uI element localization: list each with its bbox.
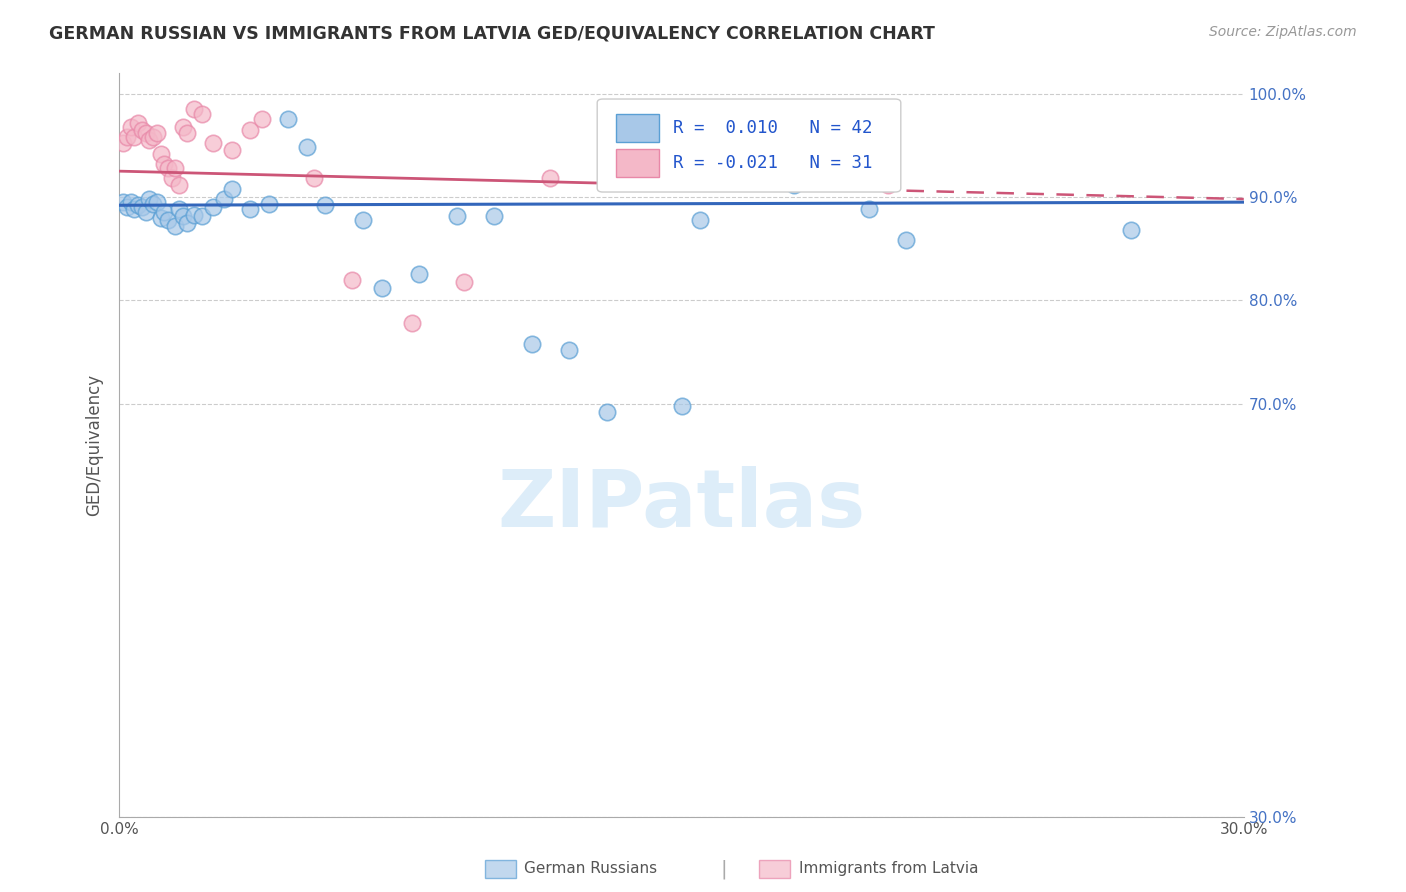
Point [221,182,243,196]
Point [896,233,918,247]
Point [167,178,190,192]
Point [201,136,224,151]
Point [401,316,423,330]
Point [167,202,190,217]
Point [138,192,160,206]
Point [352,212,374,227]
Point [127,115,149,129]
Point [149,211,172,225]
Point [138,133,160,147]
Point [876,178,898,192]
Point [145,195,167,210]
Point [190,107,212,121]
Point [165,161,187,175]
Point [453,275,475,289]
Point [212,192,235,206]
Bar [616,149,659,178]
Point [295,140,318,154]
Point [165,219,187,233]
Text: Source: ZipAtlas.com: Source: ZipAtlas.com [1209,25,1357,39]
Point [671,399,693,413]
Point [153,157,176,171]
Point [1121,223,1143,237]
Point [482,209,505,223]
Point [149,146,172,161]
Text: R =  0.010   N = 42: R = 0.010 N = 42 [672,119,872,137]
Point [858,202,880,217]
Point [183,102,205,116]
FancyBboxPatch shape [598,99,901,192]
Point [302,171,325,186]
Point [131,123,153,137]
Point [277,112,299,127]
Point [190,209,212,223]
Point [115,130,138,145]
Point [120,120,142,134]
Point [153,205,176,219]
Point [183,208,205,222]
Point [172,209,194,223]
Point [145,126,167,140]
Text: GERMAN RUSSIAN VS IMMIGRANTS FROM LATVIA GED/EQUIVALENCY CORRELATION CHART: GERMAN RUSSIAN VS IMMIGRANTS FROM LATVIA… [49,25,935,43]
Point [239,123,262,137]
Point [239,202,262,217]
Point [538,171,561,186]
Point [783,178,806,192]
Point [122,202,145,217]
Point [172,120,194,134]
Point [689,212,711,227]
Point [111,136,134,151]
Point [131,200,153,214]
Point [120,195,142,210]
Point [201,200,224,214]
Point [257,197,280,211]
Point [156,161,179,175]
Point [176,126,198,140]
Point [127,198,149,212]
Text: ZIPatlas: ZIPatlas [498,466,866,543]
Y-axis label: GED/Equivalency: GED/Equivalency [86,374,103,516]
Point [221,144,243,158]
Point [115,200,138,214]
Point [111,195,134,210]
Text: R = -0.021   N = 31: R = -0.021 N = 31 [672,154,872,172]
Point [370,281,392,295]
Text: German Russians: German Russians [524,862,658,876]
Point [340,273,363,287]
Point [520,336,543,351]
Point [595,405,617,419]
Point [176,216,198,230]
Text: Immigrants from Latvia: Immigrants from Latvia [799,862,979,876]
Point [142,130,165,145]
Point [558,343,581,357]
Point [122,130,145,145]
Point [250,112,273,127]
Text: |: | [721,859,727,879]
Point [160,171,183,186]
Point [408,268,430,282]
Point [134,205,156,219]
Bar [616,114,659,142]
Point [314,198,336,212]
Point [446,209,468,223]
Point [142,197,165,211]
Point [156,212,179,227]
Point [839,167,862,181]
Point [134,126,156,140]
Point [738,164,761,178]
